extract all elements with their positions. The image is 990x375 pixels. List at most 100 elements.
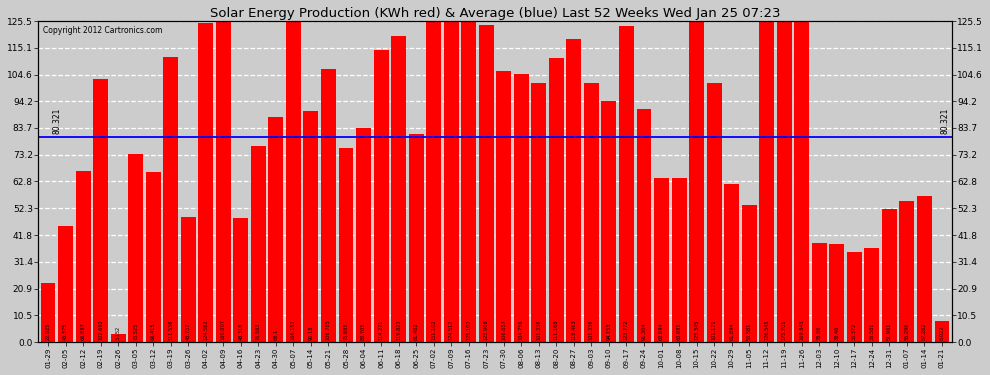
Text: 81.482: 81.482 [414, 322, 419, 340]
Text: 125.102: 125.102 [466, 320, 471, 340]
Bar [532, 83, 546, 342]
Bar [461, 22, 476, 342]
Bar [198, 24, 213, 342]
Text: 57.282: 57.282 [922, 322, 927, 340]
Text: 101.336: 101.336 [589, 320, 594, 340]
Text: 111.536: 111.536 [168, 320, 173, 340]
Text: 45.375: 45.375 [63, 323, 68, 340]
Bar [75, 171, 90, 342]
Text: Copyright 2012 Cartronics.com: Copyright 2012 Cartronics.com [43, 26, 162, 35]
Text: 76.583: 76.583 [255, 322, 260, 340]
Text: 91.304: 91.304 [642, 322, 646, 340]
Bar [58, 226, 73, 342]
Text: 66.415: 66.415 [150, 322, 155, 340]
Bar [900, 201, 915, 342]
Text: 118.463: 118.463 [571, 320, 576, 340]
Text: 22.925: 22.925 [46, 322, 50, 340]
Bar [830, 244, 844, 342]
Text: 125.345: 125.345 [694, 320, 699, 340]
Bar [725, 184, 740, 342]
Text: 63.994: 63.994 [659, 322, 664, 340]
Bar [479, 25, 494, 342]
Bar [742, 205, 756, 342]
Bar [514, 74, 529, 342]
Bar [584, 83, 599, 342]
Text: 111.168: 111.168 [553, 320, 558, 340]
Text: 119.823: 119.823 [396, 320, 401, 340]
Bar [391, 36, 406, 342]
Text: 48.316: 48.316 [239, 322, 244, 340]
Bar [286, 21, 301, 342]
Text: 169.845: 169.845 [799, 319, 804, 340]
Bar [268, 117, 283, 342]
Bar [602, 101, 617, 342]
Text: 123.772: 123.772 [624, 320, 629, 340]
Text: 55.296: 55.296 [905, 322, 910, 340]
Bar [917, 195, 932, 342]
Bar [548, 58, 563, 342]
Bar [146, 172, 160, 342]
Bar [882, 209, 897, 342]
Bar [619, 26, 634, 342]
Text: 36.581: 36.581 [869, 322, 874, 340]
Bar [373, 50, 388, 342]
Text: 48.737: 48.737 [186, 322, 191, 340]
Bar [777, 21, 792, 342]
Bar [356, 128, 371, 342]
Text: 75.885: 75.885 [344, 322, 348, 340]
Text: 66.897: 66.897 [80, 322, 85, 340]
Text: 83.705: 83.705 [361, 322, 366, 340]
Text: 104.756: 104.756 [519, 320, 524, 340]
Bar [216, 21, 231, 342]
Text: 38.46: 38.46 [835, 326, 840, 340]
Bar [41, 284, 55, 342]
Bar [812, 243, 827, 342]
Text: 35.372: 35.372 [851, 323, 856, 340]
Bar [129, 154, 144, 342]
Text: 61.894: 61.894 [730, 322, 735, 340]
Title: Solar Energy Production (KWh red) & Average (blue) Last 52 Weeks Wed Jan 25 07:2: Solar Energy Production (KWh red) & Aver… [210, 7, 780, 20]
Bar [427, 21, 442, 342]
Bar [671, 178, 686, 342]
Bar [93, 80, 108, 342]
Text: 126.545: 126.545 [764, 320, 769, 340]
Text: 106.785: 106.785 [326, 319, 331, 340]
Bar [304, 111, 319, 342]
Text: 101.171: 101.171 [712, 320, 717, 340]
Bar [444, 21, 458, 342]
Text: 8.022: 8.022 [940, 326, 944, 340]
Text: 53.581: 53.581 [746, 322, 751, 340]
Bar [339, 148, 353, 342]
Bar [935, 321, 949, 342]
Text: 80.321: 80.321 [940, 108, 950, 134]
Bar [234, 219, 248, 342]
Text: 73.525: 73.525 [134, 323, 139, 340]
Text: 160.007: 160.007 [221, 319, 226, 340]
Bar [759, 21, 774, 342]
Bar [689, 21, 704, 342]
Text: 101.336: 101.336 [537, 320, 542, 340]
Text: 3.152: 3.152 [116, 326, 121, 340]
Text: 175.701: 175.701 [782, 320, 787, 340]
Text: 51.961: 51.961 [887, 322, 892, 340]
Bar [409, 134, 424, 342]
Text: 80.321: 80.321 [52, 108, 61, 134]
Bar [654, 178, 669, 342]
Text: 38.86: 38.86 [817, 326, 822, 340]
Text: 166.151: 166.151 [291, 320, 296, 340]
Text: 123.908: 123.908 [484, 319, 489, 340]
Text: 106.057: 106.057 [501, 319, 506, 340]
Bar [794, 21, 809, 342]
Text: 63.981: 63.981 [676, 322, 681, 340]
Bar [163, 57, 178, 342]
Text: 151.102: 151.102 [432, 320, 437, 340]
Bar [637, 108, 651, 342]
Bar [707, 83, 722, 342]
Text: 124.582: 124.582 [203, 320, 208, 340]
Bar [496, 71, 511, 342]
Bar [250, 146, 265, 342]
Bar [181, 217, 196, 342]
Bar [864, 249, 879, 342]
Text: 174.512: 174.512 [448, 320, 453, 340]
Text: 90.18: 90.18 [309, 326, 314, 340]
